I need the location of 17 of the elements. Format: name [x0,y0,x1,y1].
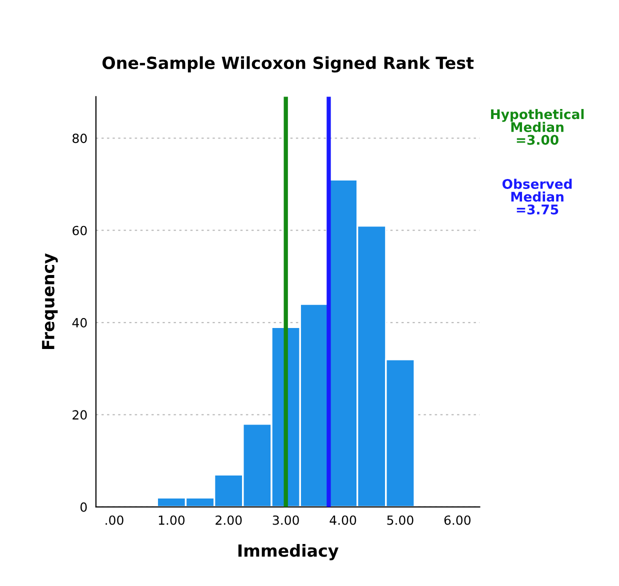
y-axis-title: Frequency [42,253,58,350]
y-tick-label: 60 [72,226,87,236]
x-tick-label: 3.00 [272,515,299,525]
x-tick-label: .00 [106,515,124,525]
chart-title: One-Sample Wilcoxon Signed Rank Test [102,56,474,73]
y-tick-label: 0 [80,502,87,512]
ref-line-label: Observed Median =3.75 [502,178,572,214]
x-tick-label: 1.00 [158,515,185,525]
y-tick-label: 20 [72,410,87,420]
x-tick-label: 6.00 [444,515,471,525]
x-tick-label: 4.00 [330,515,356,525]
x-axis-title: Immediacy [238,544,338,560]
ref-line-label: Hypothetical Median =3.00 [491,108,584,145]
y-tick-label: 80 [72,134,87,144]
x-tick-label: 5.00 [387,515,414,525]
y-tick-label: 40 [72,318,87,328]
x-tick-label: 2.00 [216,515,242,525]
